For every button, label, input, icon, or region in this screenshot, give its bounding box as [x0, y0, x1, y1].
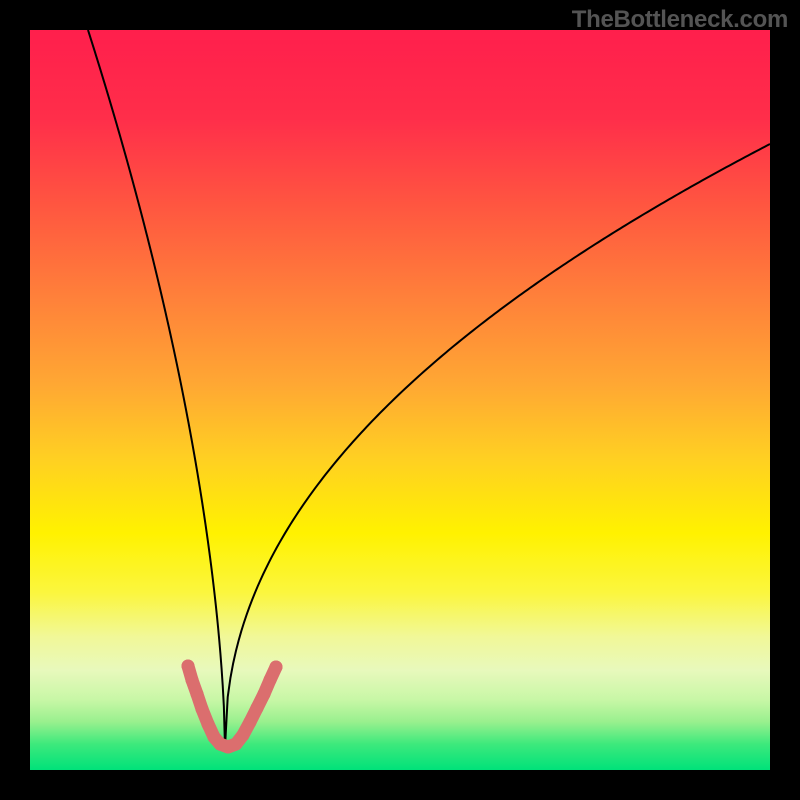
watermark-text: TheBottleneck.com — [572, 6, 788, 34]
plot-area — [30, 30, 770, 770]
bottleneck-chart — [0, 0, 800, 800]
gradient-background — [30, 30, 770, 770]
